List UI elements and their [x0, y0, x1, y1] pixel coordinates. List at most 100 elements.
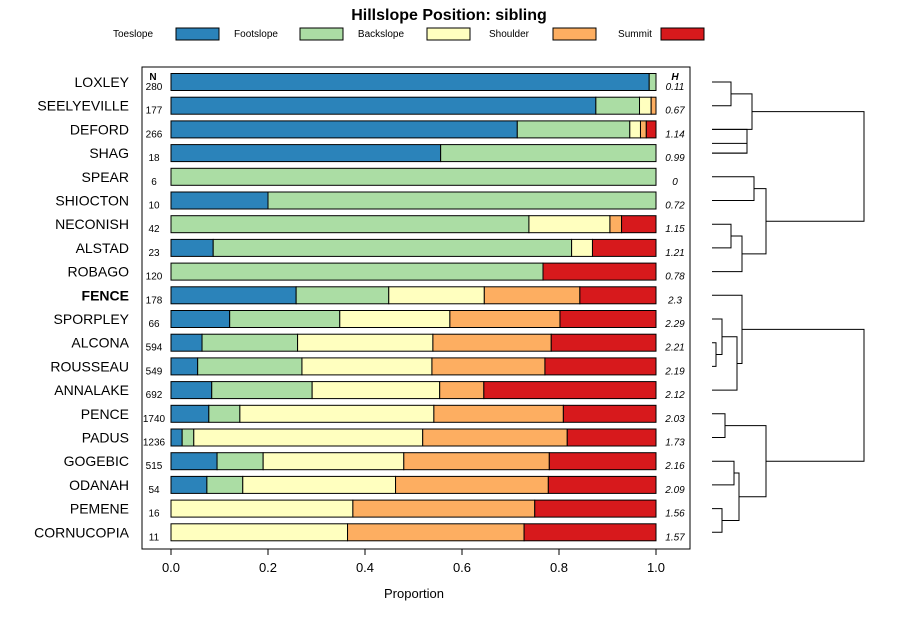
h-value: 1.14	[665, 129, 685, 140]
row-fence: FENCE 178 2.3	[82, 286, 682, 306]
row-gogebic: GOGEBIC 515 2.16	[64, 452, 685, 472]
x-tick-label: 1.0	[647, 560, 665, 575]
row-odanah: ODANAH 54 2.09	[69, 475, 685, 496]
legend-label-backslope: Backslope	[358, 29, 405, 40]
soil-label: PENCE	[81, 406, 129, 422]
x-tick-label: 0.0	[162, 560, 180, 575]
n-value: 54	[148, 485, 160, 496]
h-value: 1.15	[665, 224, 685, 235]
legend-swatch-summit	[660, 27, 705, 41]
x-tick-label: 0.6	[453, 560, 471, 575]
n-value: 178	[146, 295, 163, 306]
soil-label: SHIOCTON	[55, 193, 129, 209]
legend-swatch-backslope	[426, 27, 471, 41]
bar-segment-backslope	[639, 96, 652, 115]
soil-label: LOXLEY	[75, 74, 130, 90]
bar-segment-backslope	[571, 238, 593, 257]
bar-segment-backslope	[629, 120, 641, 139]
bar-segment-backslope	[193, 428, 424, 447]
bar-segment-shoulder	[422, 428, 568, 447]
bar-segment-toeslope	[170, 381, 213, 400]
n-value: 16	[148, 509, 160, 520]
bar-segment-summit	[559, 310, 657, 328]
bar-segment-shoulder	[347, 523, 525, 542]
bar-segment-footslope	[211, 381, 313, 400]
legend-label-summit: Summit	[618, 29, 652, 40]
bar-segment-footslope	[216, 452, 264, 471]
bar-segment-backslope	[339, 310, 451, 328]
bar-segment-summit	[562, 404, 657, 423]
bar-segment-footslope	[440, 144, 657, 163]
bar-segment-backslope	[301, 357, 433, 376]
legend: Toeslope Footslope Backslope Shoulder Summit	[113, 27, 705, 41]
bar-segment-summit	[621, 215, 657, 234]
bar-segment-footslope	[170, 262, 544, 281]
dendro-link	[722, 472, 740, 521]
soil-label: ANNALAKE	[54, 382, 129, 398]
n-value: 42	[148, 224, 160, 235]
row-padus: PADUS 1236 1.73	[82, 428, 685, 449]
bar-segment-backslope	[388, 286, 485, 305]
bar-segment-footslope	[595, 96, 641, 115]
soil-label: SHAG	[89, 145, 129, 161]
bar-segment-backslope	[242, 475, 397, 494]
soil-label: PADUS	[82, 430, 129, 446]
soil-label: FENCE	[82, 287, 129, 303]
bar-segment-toeslope	[170, 357, 199, 376]
legend-swatch-shoulder	[552, 27, 597, 41]
row-pence: PENCE 1740 2.03	[81, 404, 685, 425]
soil-label: ODANAH	[69, 477, 129, 493]
bar-segment-backslope	[262, 452, 405, 471]
row-pemene: PEMENE 16 1.56	[70, 499, 685, 520]
bar-segment-footslope	[229, 310, 341, 328]
bar-segment-shoulder	[439, 381, 485, 400]
dendro-link	[742, 328, 865, 462]
row-deford: DEFORD 266 1.14	[70, 120, 685, 140]
bar-segment-toeslope	[170, 475, 208, 494]
h-value: 0.99	[665, 153, 685, 164]
row-spear: SPEAR 6 0	[82, 167, 678, 188]
h-value: 2.16	[664, 461, 685, 472]
n-value: 23	[148, 248, 160, 259]
bar-segment-backslope	[528, 215, 611, 234]
bar-segment-summit	[483, 381, 657, 400]
x-axis: 0.0 0.2 0.4 0.6 0.8 1.0	[162, 549, 665, 575]
bar-segment-toeslope	[170, 333, 203, 352]
bar-segment-summit	[523, 523, 657, 542]
bar-segment-footslope	[181, 428, 195, 447]
bar-segment-footslope	[212, 238, 573, 257]
n-column-header: N	[149, 72, 156, 83]
bar-segment-shoulder	[395, 475, 549, 494]
n-value: 120	[146, 272, 163, 283]
soil-label: ROUSSEAU	[50, 358, 129, 374]
x-tick-label: 0.2	[259, 560, 277, 575]
dendro-link	[712, 81, 732, 107]
bar-segment-toeslope	[170, 73, 650, 91]
x-tick-label: 0.4	[356, 560, 374, 575]
bar-segment-backslope	[297, 333, 434, 352]
bar-segment-backslope	[170, 499, 354, 518]
n-value: 280	[146, 82, 163, 93]
bar-segment-shoulder	[449, 310, 561, 328]
bar-segment-shoulder	[403, 452, 550, 471]
row-neconish: NECONISH 42 1.15	[55, 215, 685, 235]
h-value: 0.78	[665, 272, 685, 283]
bar-segment-toeslope	[170, 286, 297, 305]
bar-segment-summit	[591, 238, 657, 257]
chart-title: Hillslope Position: sibling	[351, 7, 547, 24]
h-value: 2.09	[664, 485, 685, 496]
dendro-link	[712, 508, 723, 533]
bar-segment-summit	[544, 357, 657, 376]
n-value: 18	[148, 153, 160, 164]
soil-label: DEFORD	[70, 121, 129, 137]
dendro-link	[712, 176, 755, 201]
row-seelyeville: SEELYEVILLE 177 0.67	[37, 96, 685, 117]
soil-label: ROBAGO	[68, 264, 130, 280]
dendro-link	[712, 318, 723, 356]
n-value: 549	[146, 366, 163, 377]
bar-segment-shoulder	[483, 286, 581, 305]
soil-label: NECONISH	[55, 216, 129, 232]
h-column-header: H	[671, 72, 679, 83]
h-value: 2.12	[664, 390, 685, 401]
bar-segment-toeslope	[170, 452, 218, 471]
